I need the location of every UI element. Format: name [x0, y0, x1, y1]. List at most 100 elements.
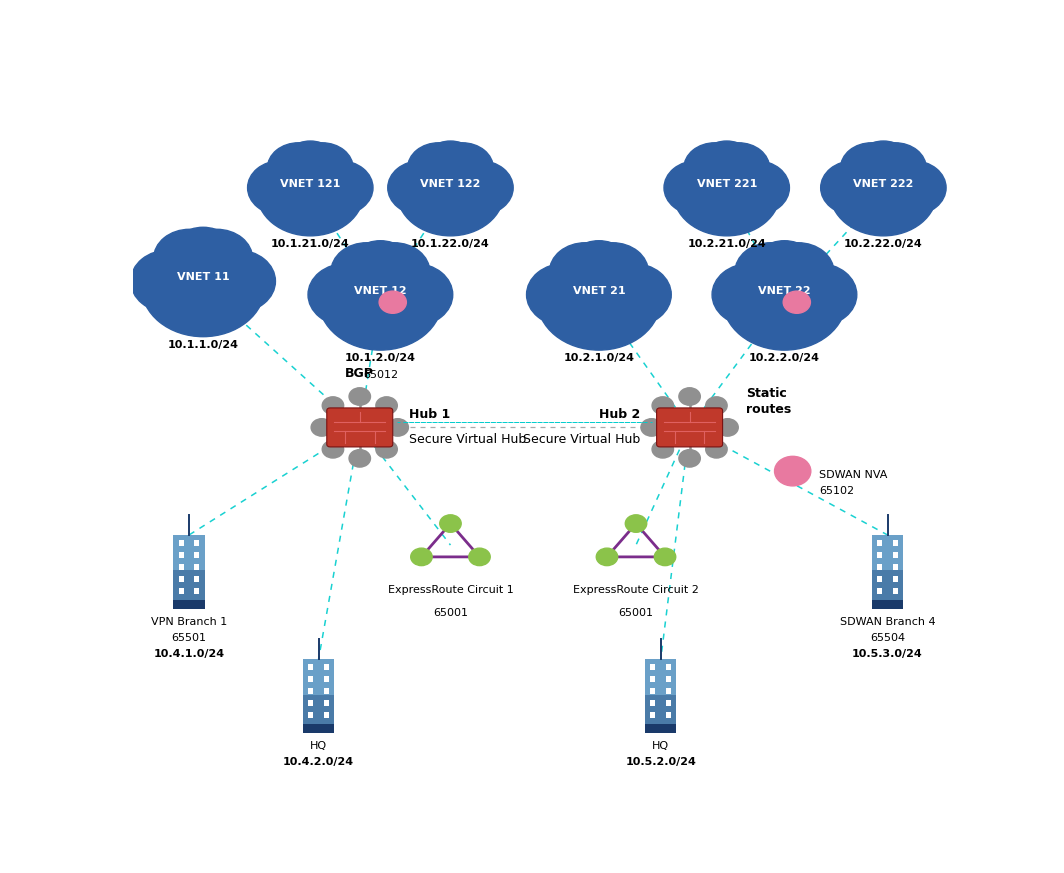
Circle shape [318, 250, 443, 350]
Bar [179, 540, 184, 546]
Circle shape [349, 450, 370, 467]
Circle shape [322, 441, 344, 458]
Text: SDWAN NVA: SDWAN NVA [819, 470, 887, 480]
Circle shape [577, 243, 648, 301]
Bar [666, 688, 671, 694]
Bar [893, 552, 898, 558]
Circle shape [181, 230, 252, 288]
Circle shape [387, 419, 409, 436]
Circle shape [855, 141, 911, 187]
Text: VNET 22: VNET 22 [759, 285, 811, 296]
Bar [893, 540, 898, 546]
Circle shape [439, 515, 461, 533]
Text: 65102: 65102 [819, 486, 854, 496]
Circle shape [311, 419, 333, 436]
Circle shape [641, 419, 663, 436]
Bar [877, 540, 882, 546]
FancyBboxPatch shape [173, 600, 204, 609]
Circle shape [880, 161, 946, 215]
FancyBboxPatch shape [173, 535, 204, 570]
Text: 65001: 65001 [618, 608, 653, 617]
Circle shape [626, 515, 647, 533]
Circle shape [830, 148, 937, 236]
Bar [195, 576, 199, 582]
Circle shape [153, 230, 226, 288]
FancyBboxPatch shape [173, 535, 204, 600]
Bar [179, 564, 184, 570]
Text: 65012: 65012 [363, 370, 398, 381]
Text: 10.4.2.0/24: 10.4.2.0/24 [283, 758, 354, 767]
FancyBboxPatch shape [645, 659, 677, 724]
FancyBboxPatch shape [871, 535, 903, 570]
Text: 10.4.1.0/24: 10.4.1.0/24 [153, 650, 225, 659]
FancyBboxPatch shape [327, 408, 393, 447]
Circle shape [679, 450, 700, 467]
Circle shape [684, 143, 746, 194]
Circle shape [131, 250, 207, 313]
Bar [309, 700, 313, 706]
Text: VNET 122: VNET 122 [420, 179, 481, 189]
Text: VNET 222: VNET 222 [853, 179, 914, 189]
Text: Static
routes: Static routes [746, 387, 791, 416]
Circle shape [712, 264, 788, 326]
Text: 65504: 65504 [870, 633, 905, 643]
Bar [893, 576, 898, 582]
Bar [179, 588, 184, 595]
Circle shape [199, 250, 276, 313]
Bar [893, 588, 898, 595]
Circle shape [376, 264, 453, 326]
Text: 10.5.2.0/24: 10.5.2.0/24 [626, 758, 696, 767]
Bar [877, 552, 882, 558]
Circle shape [537, 250, 661, 350]
Bar [666, 676, 671, 682]
Circle shape [411, 548, 432, 566]
Circle shape [376, 397, 397, 415]
Circle shape [699, 141, 754, 187]
Text: Hub 1: Hub 1 [410, 408, 450, 421]
Text: HQ: HQ [310, 741, 327, 752]
FancyBboxPatch shape [303, 659, 334, 724]
Circle shape [359, 243, 430, 301]
Text: 10.2.2.0/24: 10.2.2.0/24 [749, 354, 820, 363]
Text: VNET 11: VNET 11 [177, 272, 230, 282]
Text: ExpressRoute Circuit 1: ExpressRoute Circuit 1 [387, 586, 513, 595]
Bar [195, 540, 199, 546]
Circle shape [349, 388, 370, 405]
Bar [877, 576, 882, 582]
Circle shape [841, 143, 902, 194]
Text: 65001: 65001 [433, 608, 468, 617]
FancyBboxPatch shape [871, 535, 903, 600]
Circle shape [780, 264, 857, 326]
Circle shape [307, 264, 385, 326]
Circle shape [469, 548, 491, 566]
Bar [877, 588, 882, 595]
Circle shape [652, 441, 674, 458]
Circle shape [171, 227, 235, 279]
Circle shape [674, 148, 780, 236]
Bar [650, 712, 655, 718]
Circle shape [652, 397, 674, 415]
Text: Secure Virtual Hub: Secure Virtual Hub [522, 433, 641, 446]
Circle shape [248, 161, 314, 215]
Circle shape [322, 397, 344, 415]
Text: 10.1.2.0/24: 10.1.2.0/24 [345, 354, 416, 363]
Bar [309, 712, 313, 718]
Bar [666, 712, 671, 718]
Text: BGP: BGP [346, 368, 375, 381]
Circle shape [679, 388, 700, 405]
Circle shape [595, 264, 671, 326]
Bar [323, 700, 329, 706]
Bar [195, 588, 199, 595]
Circle shape [596, 548, 618, 566]
Bar [309, 664, 313, 670]
Bar [650, 688, 655, 694]
Bar [650, 676, 655, 682]
Circle shape [664, 161, 731, 215]
Bar [323, 688, 329, 694]
Text: VNET 21: VNET 21 [572, 285, 626, 296]
Bar [650, 700, 655, 706]
Circle shape [705, 397, 727, 415]
Circle shape [422, 141, 479, 187]
Text: Secure Virtual Hub: Secure Virtual Hub [410, 433, 527, 446]
Bar [309, 676, 313, 682]
